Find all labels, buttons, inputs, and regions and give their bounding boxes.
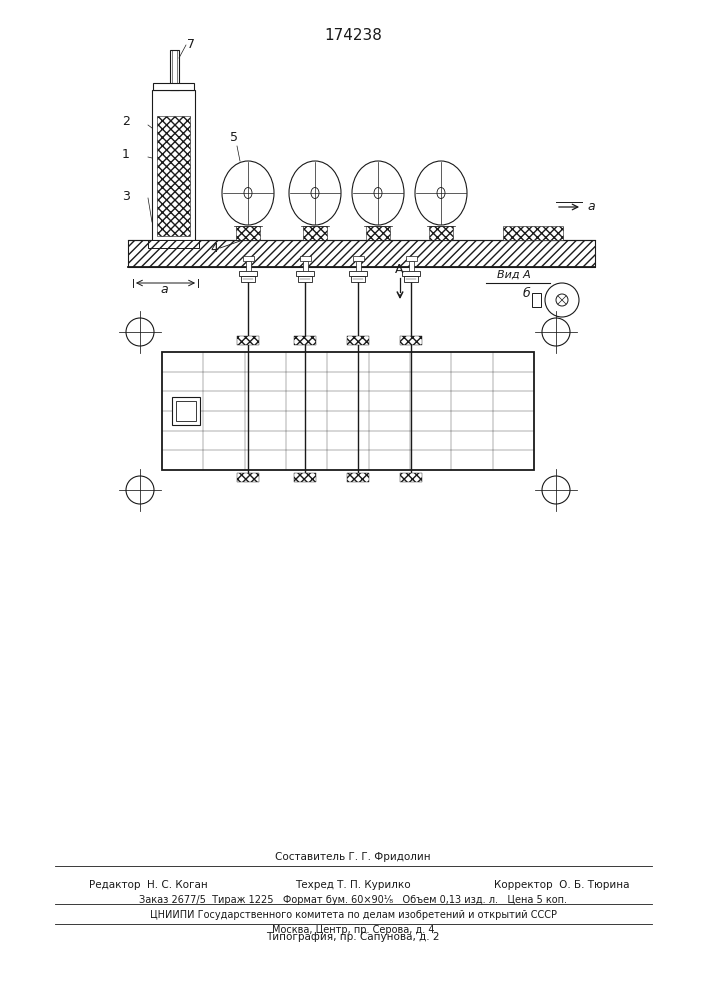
Text: 174238: 174238: [324, 27, 382, 42]
Bar: [532, 293, 541, 307]
Bar: [170, 50, 179, 90]
Text: Вид А: Вид А: [497, 270, 531, 280]
Bar: [409, 261, 414, 271]
Text: Техред Т. П. Курилко: Техред Т. П. Курилко: [296, 880, 411, 890]
Bar: [402, 271, 420, 276]
Text: 4: 4: [210, 242, 218, 255]
Bar: [246, 261, 251, 271]
Bar: [162, 352, 534, 470]
Bar: [351, 276, 365, 282]
Text: Редактор  Н. С. Коган: Редактор Н. С. Коган: [88, 880, 207, 890]
Text: Заказ 2677/5  Тираж 1225   Формат бум. 60×90¹⁄₈   Объем 0,13 изд. л.   Цена 5 ко: Заказ 2677/5 Тираж 1225 Формат бум. 60×9…: [139, 895, 567, 935]
Text: Корректор  О. Б. Тюрина: Корректор О. Б. Тюрина: [494, 880, 630, 890]
Bar: [347, 336, 369, 345]
Text: a: a: [587, 200, 595, 213]
Bar: [349, 271, 367, 276]
Bar: [153, 83, 194, 90]
Bar: [236, 226, 260, 240]
Bar: [237, 336, 259, 345]
Bar: [294, 336, 316, 345]
Bar: [243, 256, 254, 261]
Bar: [176, 401, 196, 421]
Text: А: А: [395, 263, 404, 276]
Bar: [356, 261, 361, 271]
Bar: [298, 276, 312, 282]
Bar: [366, 226, 390, 240]
Bar: [303, 261, 308, 271]
Bar: [128, 240, 595, 267]
Bar: [294, 473, 316, 482]
Bar: [300, 256, 311, 261]
Text: Составитель Г. Г. Фридолин: Составитель Г. Г. Фридолин: [275, 852, 431, 862]
Text: 7: 7: [187, 38, 195, 51]
Bar: [404, 276, 418, 282]
Bar: [303, 226, 327, 240]
Bar: [152, 90, 195, 240]
Text: 5: 5: [230, 131, 238, 144]
Bar: [503, 226, 563, 240]
Bar: [148, 240, 199, 248]
Bar: [172, 397, 200, 425]
Bar: [429, 226, 453, 240]
Bar: [353, 256, 364, 261]
Text: 2: 2: [122, 115, 130, 128]
Text: Типография, пр. Сапунова, д. 2: Типография, пр. Сапунова, д. 2: [267, 932, 440, 942]
Bar: [157, 116, 190, 236]
Bar: [400, 473, 422, 482]
Bar: [296, 271, 314, 276]
Bar: [237, 473, 259, 482]
Bar: [406, 256, 417, 261]
Bar: [400, 336, 422, 345]
Text: 3: 3: [122, 190, 130, 203]
Text: б: б: [523, 287, 531, 300]
Bar: [347, 473, 369, 482]
Text: 1: 1: [122, 148, 130, 161]
Text: a: a: [160, 283, 168, 296]
Bar: [241, 276, 255, 282]
Bar: [239, 271, 257, 276]
